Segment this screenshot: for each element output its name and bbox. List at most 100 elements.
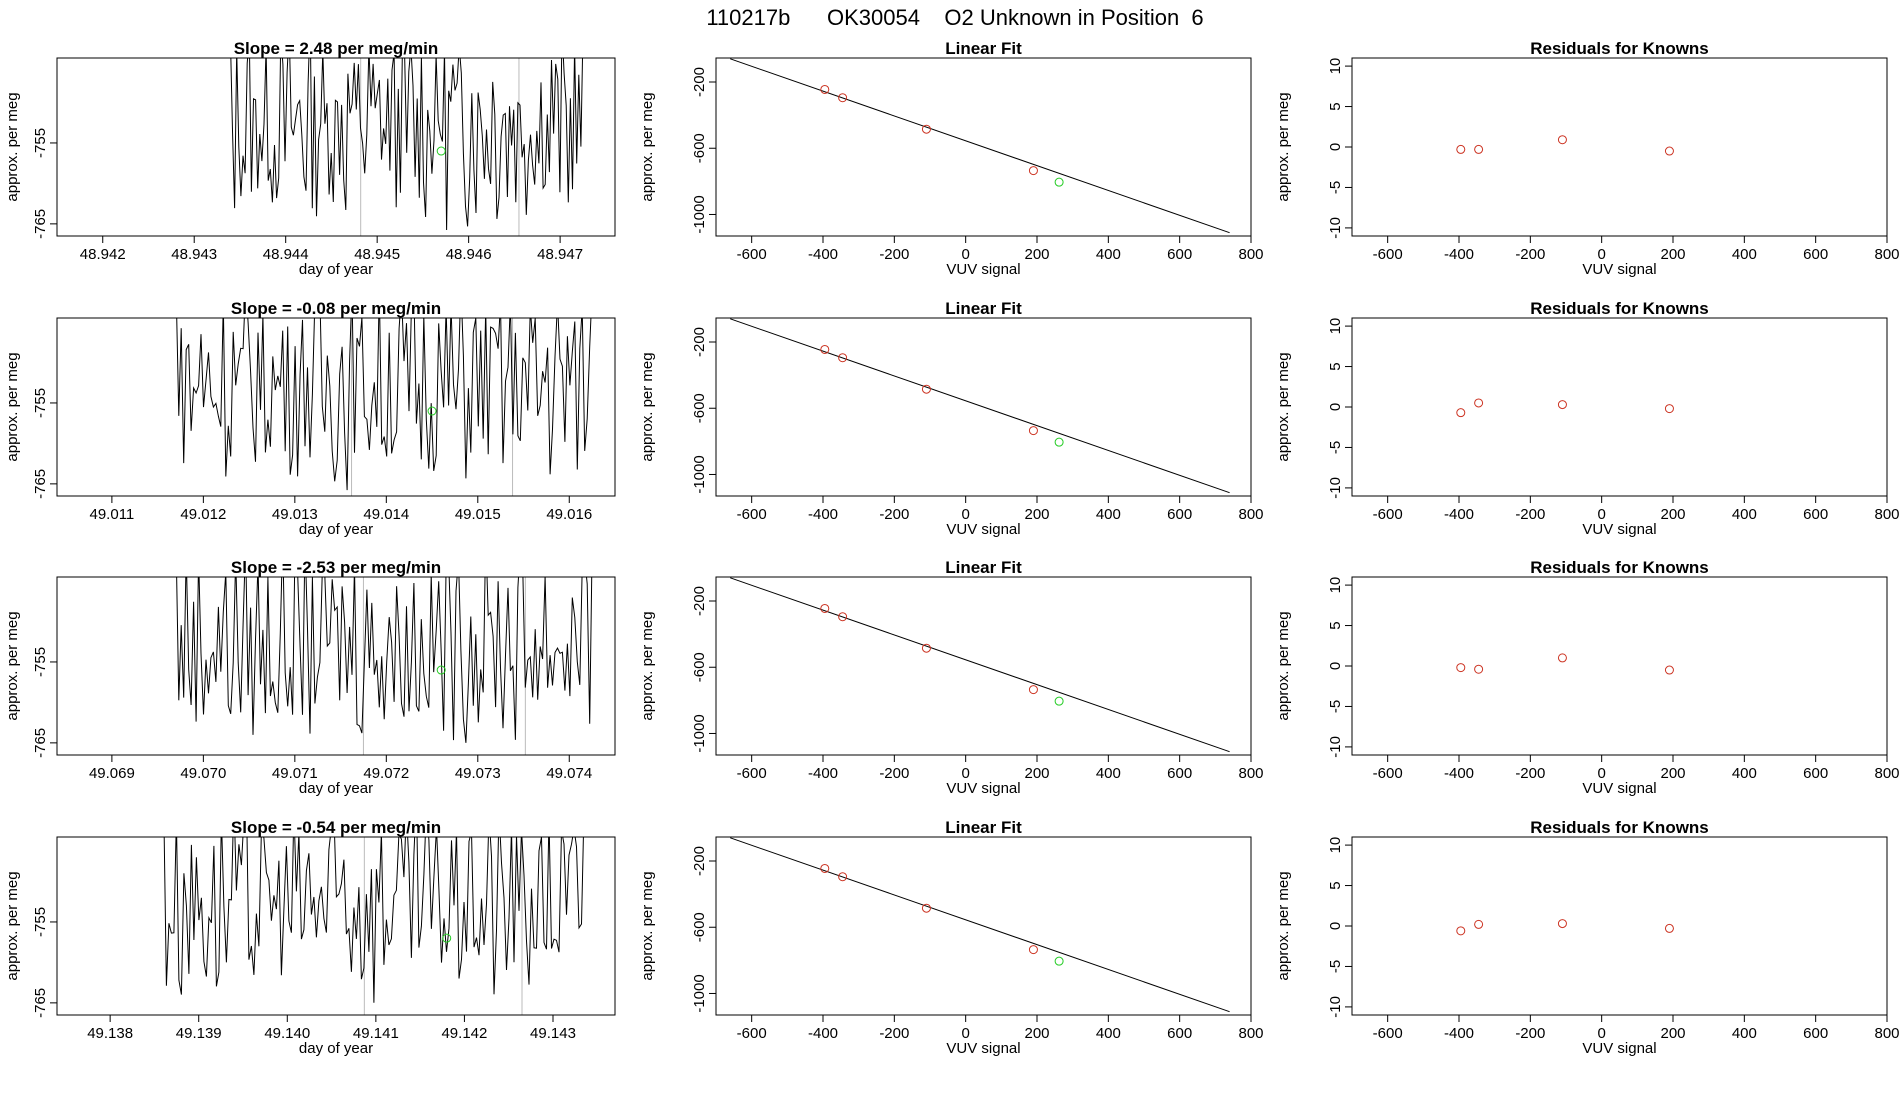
known-point <box>921 643 931 653</box>
x-tick-label: 800 <box>1238 765 1263 782</box>
residual-point <box>1664 665 1674 675</box>
known-point <box>820 344 830 354</box>
residual-point <box>1664 404 1674 414</box>
y-axis-label: approx. per meg <box>1275 92 1292 201</box>
y-tick-label: -10 <box>1327 217 1344 239</box>
y-tick-label: -600 <box>691 652 708 682</box>
page-title: 110217b OK30054 O2 Unknown in Position 6 <box>706 5 1203 30</box>
x-tick-label: 200 <box>1024 1025 1049 1042</box>
x-tick-label: 0 <box>961 765 969 782</box>
y-tick-label: 5 <box>1327 621 1344 629</box>
x-tick-label: 0 <box>1597 765 1605 782</box>
y-tick-label: -5 <box>1327 441 1344 454</box>
y-tick-label: -765 <box>32 728 49 758</box>
plot-frame <box>715 576 1252 756</box>
y-tick-label: 10 <box>1327 577 1344 594</box>
known-point <box>1028 685 1038 695</box>
x-tick-label: -600 <box>1373 765 1403 782</box>
x-tick-label: 0 <box>961 506 969 523</box>
y-tick-label: -600 <box>691 393 708 423</box>
linear-fit-panel: -600 -400 -200 0 200 400 600 800 -200 -600 -1000 Li… <box>639 299 1264 538</box>
fit-line <box>730 837 1230 1013</box>
x-tick-label: 200 <box>1024 246 1049 263</box>
y-axis-label: approx. per meg <box>1275 611 1292 720</box>
x-tick-label: 800 <box>1874 506 1899 523</box>
fit-line <box>730 58 1230 234</box>
x-tick-label: 49.073 <box>455 765 501 782</box>
timeseries-line <box>176 318 592 491</box>
residual-point <box>1664 923 1674 933</box>
linear-fit-panel: -600 -400 -200 0 200 400 600 800 -200 -600 -1000 Li… <box>639 39 1264 278</box>
y-tick-label: -10 <box>1327 736 1344 758</box>
known-point <box>820 84 830 94</box>
x-tick-label: 0 <box>1597 246 1605 263</box>
x-tick-label: 0 <box>961 246 969 263</box>
y-axis-label: approx. per meg <box>4 871 21 980</box>
y-axis-label: approx. per meg <box>1275 871 1292 980</box>
x-tick-label: 600 <box>1803 1025 1828 1042</box>
plot-frame <box>715 836 1252 1016</box>
x-axis-label: VUV signal <box>946 261 1020 278</box>
plot-frame <box>56 836 616 1016</box>
x-tick-label: 600 <box>1803 246 1828 263</box>
x-tick-label: -200 <box>1515 765 1545 782</box>
x-tick-label: 400 <box>1732 1025 1757 1042</box>
x-axis-label: VUV signal <box>1582 261 1656 278</box>
known-point <box>838 353 848 363</box>
x-tick-label: 800 <box>1238 246 1263 263</box>
x-tick-label: 200 <box>1660 765 1685 782</box>
residual-point <box>1456 408 1466 418</box>
plot-frame <box>56 576 616 756</box>
x-tick-label: 600 <box>1803 506 1828 523</box>
known-point <box>921 903 931 913</box>
plot-frame <box>1351 317 1888 497</box>
timeseries-line <box>176 577 593 743</box>
x-axis-label: VUV signal <box>946 1040 1020 1057</box>
x-tick-label: 600 <box>1167 1025 1192 1042</box>
x-tick-label: 400 <box>1732 506 1757 523</box>
y-tick-label: -200 <box>691 846 708 876</box>
y-tick-label: -600 <box>691 912 708 942</box>
x-tick-label: -200 <box>1515 1025 1545 1042</box>
x-tick-label: -200 <box>879 506 909 523</box>
residual-point <box>1456 663 1466 673</box>
x-tick-label: -600 <box>737 765 767 782</box>
x-tick-label: 600 <box>1167 506 1192 523</box>
row-1: 48.942 48.943 48.944 48.945 48.946 48.947 -755… <box>4 39 1900 278</box>
x-tick-label: -400 <box>808 1025 838 1042</box>
x-tick-label: -600 <box>1373 1025 1403 1042</box>
x-tick-label: 400 <box>1096 246 1121 263</box>
timeseries-title: Slope = 2.48 per meg/min <box>234 39 439 58</box>
plot-frame <box>1351 57 1888 237</box>
linear-fit-panel: -600 -400 -200 0 200 400 600 800 -200 -600 -1000 Li… <box>639 818 1264 1057</box>
y-tick-label: -1000 <box>691 455 708 493</box>
residual-point <box>1664 146 1674 156</box>
y-tick-label: 5 <box>1327 881 1344 889</box>
y-tick-label: -755 <box>32 647 49 677</box>
residuals-panel: -600 -400 -200 0 200 400 600 800 10 5 0 -5 -10 Residu… <box>1275 818 1900 1057</box>
x-tick-label: 200 <box>1660 506 1685 523</box>
unknown-point <box>436 665 446 675</box>
residual-point <box>1456 144 1466 154</box>
x-tick-label: 48.947 <box>537 246 583 263</box>
linear-fit-title: Linear Fit <box>945 818 1022 837</box>
y-tick-label: -5 <box>1327 960 1344 973</box>
y-axis-label: approx. per meg <box>1275 352 1292 461</box>
x-tick-label: 200 <box>1024 506 1049 523</box>
y-tick-label: -1000 <box>691 195 708 233</box>
x-axis-label: VUV signal <box>1582 521 1656 538</box>
known-point <box>820 863 830 873</box>
residual-point <box>1557 653 1567 663</box>
plot-frame <box>56 57 616 237</box>
known-point <box>820 603 830 613</box>
timeseries-panel: 49.069 49.070 49.071 49.072 49.073 49.074 -755… <box>4 558 616 797</box>
x-tick-label: 48.945 <box>354 246 400 263</box>
residual-point <box>1474 144 1484 154</box>
plot-frame <box>1351 576 1888 756</box>
x-tick-label: 49.143 <box>530 1025 576 1042</box>
y-tick-label: -1000 <box>691 714 708 752</box>
x-tick-label: 49.011 <box>90 506 135 523</box>
y-axis-label: approx. per meg <box>639 92 656 201</box>
x-tick-label: 600 <box>1803 765 1828 782</box>
y-tick-label: -10 <box>1327 477 1344 499</box>
